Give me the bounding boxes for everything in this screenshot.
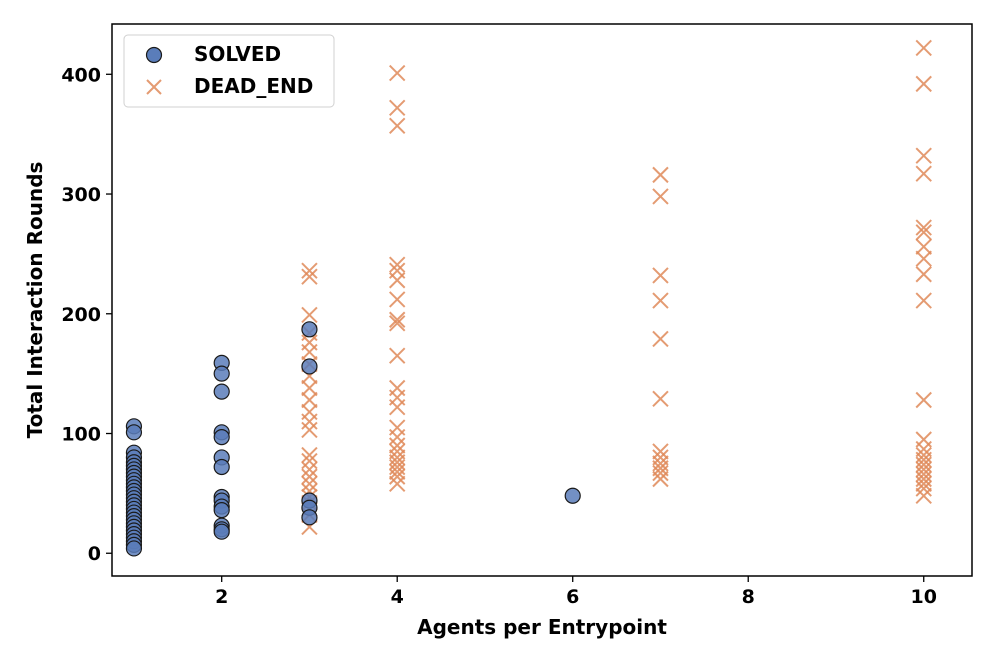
dead-end-point [652,188,669,205]
dead-end-point [388,256,406,273]
dead-end-point [652,330,669,348]
solved-point [125,540,143,557]
dead-end-point [388,347,406,364]
dead-end-point [388,468,406,485]
dead-end-point [301,343,318,361]
solved-point [213,429,230,446]
legend-solved-label: SOLVED [194,42,281,66]
dead-end-point [301,379,318,397]
data-points [125,39,932,557]
dead-end-point [915,391,932,409]
dead-end-point [388,475,406,493]
dead-end-point [301,475,318,493]
dead-end-point [388,437,406,454]
dead-end-point [388,463,406,481]
plot-frame [111,23,973,577]
legend-solved-marker [145,46,163,64]
solved-point [301,358,318,375]
dead-end-point [388,291,406,308]
dead-end-point [915,266,932,283]
x-axis-label: Agents per Entrypoint [417,615,667,639]
solved-point [213,365,230,382]
solved-point [301,321,318,338]
dead-end-point [915,250,932,267]
solved-point [125,424,143,441]
dead-end-point [301,452,318,470]
legend-dead-end-label: DEAD_END [194,74,313,98]
dead-end-point [652,464,669,482]
dead-end-point [301,268,318,285]
dead-end-point [915,219,932,236]
dead-end-point [301,468,318,485]
dead-end-point [915,475,932,493]
dead-end-point [301,306,318,324]
x-tick-label: 8 [742,586,755,608]
dead-end-point [301,446,318,464]
solved-point [213,502,230,519]
dead-end-point [388,428,406,446]
dead-end-point [652,166,669,184]
solved-point [213,383,230,400]
y-tick-label: 300 [61,184,101,206]
legend: SOLVED DEAD_END [123,34,335,108]
dead-end-point [301,262,318,279]
dead-end-point [301,461,318,478]
y-tick-label: 0 [88,543,101,565]
dead-end-point [301,421,318,439]
dead-end-point [301,413,318,430]
y-tick-label: 200 [61,304,101,326]
dead-end-point [388,272,406,289]
solved-point [213,458,230,476]
solved-point [564,487,581,504]
dead-end-point [915,238,932,255]
plot-background [112,24,972,576]
dead-end-point [915,292,932,309]
dead-end-point [301,391,318,409]
dead-end-point [388,315,406,332]
dead-end-point [915,487,932,504]
legend-dead-end-marker [146,79,162,95]
x-tick-label: 4 [391,586,404,608]
y-tick-label: 400 [61,64,101,86]
dead-end-point [915,165,932,182]
dead-end-point [915,75,932,93]
x-tick-label: 2 [215,586,228,608]
dead-end-point [652,443,669,460]
y-tick-label: 100 [61,424,101,446]
dead-end-point [915,147,932,164]
dead-end-point [652,292,669,309]
solved-point [213,523,230,540]
dead-end-point [652,390,669,407]
dead-end-point [388,398,406,416]
solved-point [301,509,318,526]
dead-end-point [652,470,669,488]
dead-end-point [388,311,406,328]
dead-end-point [915,39,932,57]
dead-end-point [915,480,932,497]
dead-end-point [652,267,669,284]
legend-box [123,34,335,108]
dead-end-point [388,99,406,117]
dead-end-point [915,224,932,241]
dead-end-point [388,64,406,82]
x-tick-label: 6 [566,586,579,608]
y-axis-label: Total Interaction Rounds [23,162,47,439]
x-tick-label: 10 [911,586,937,608]
dead-end-point [388,117,406,134]
